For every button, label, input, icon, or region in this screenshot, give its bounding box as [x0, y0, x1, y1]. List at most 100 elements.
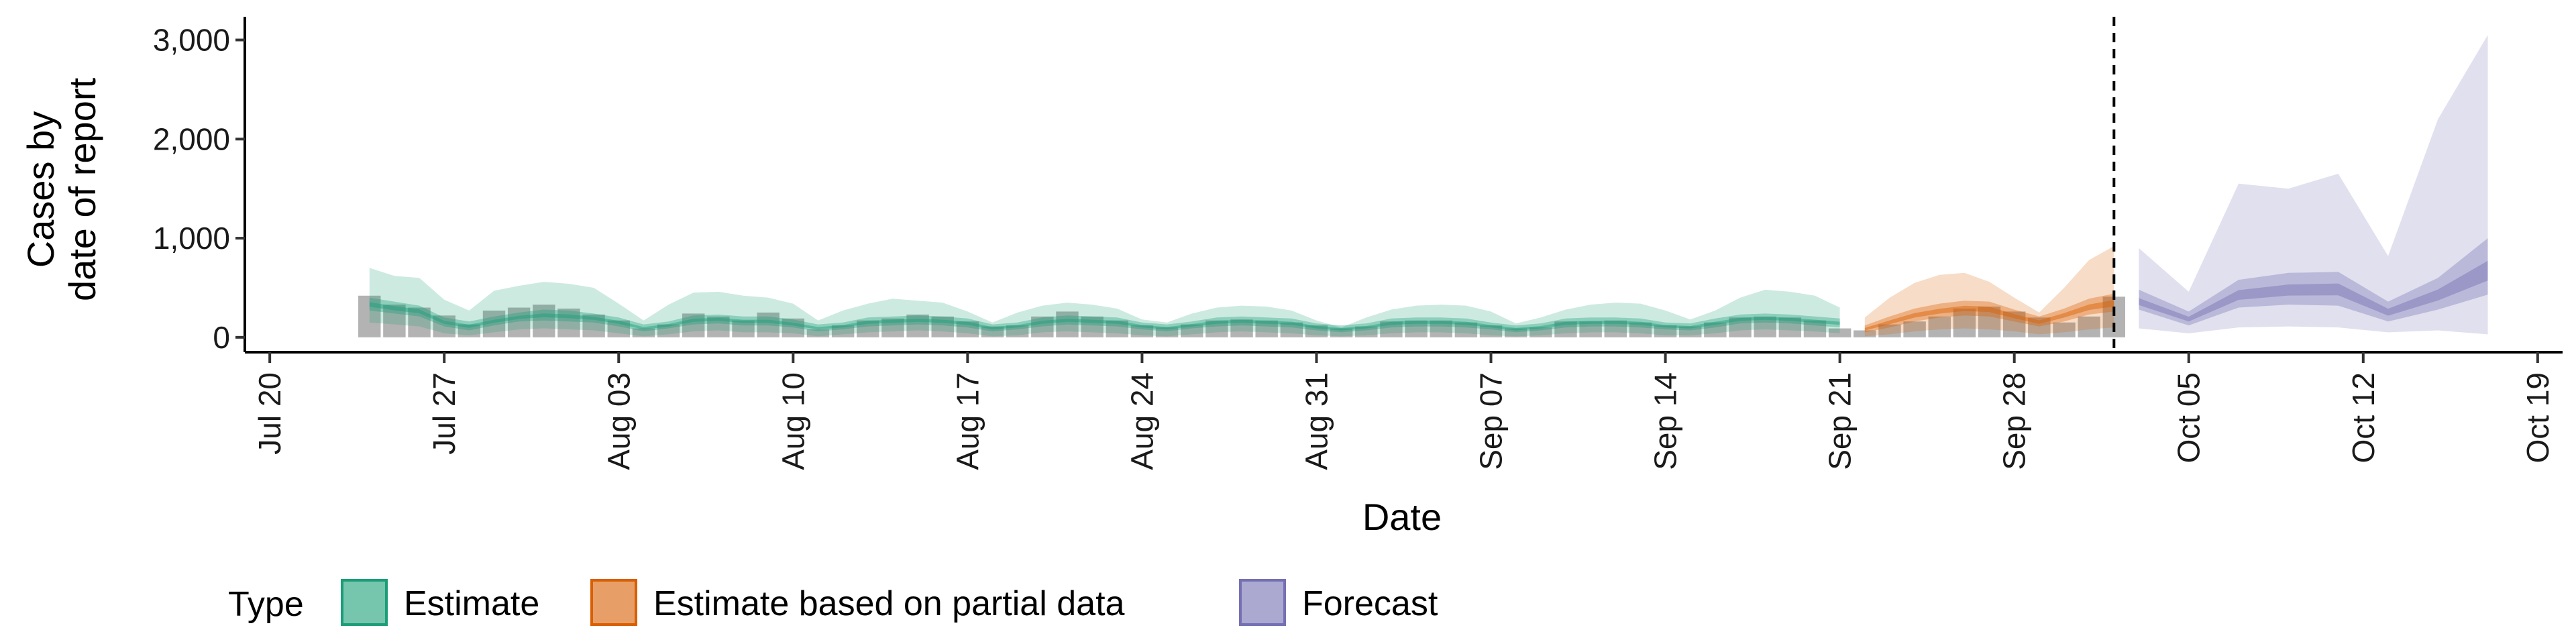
reported-case-bar — [2002, 311, 2026, 337]
reported-case-bar — [1729, 317, 1752, 337]
y-tick-label: 3,000 — [153, 23, 230, 58]
reported-case-bar — [1704, 322, 1727, 337]
forecast-band-90 — [2139, 35, 2488, 335]
x-tick-label: Aug 10 — [775, 372, 810, 470]
forecast-band-median — [2139, 260, 2488, 322]
reported-case-bar — [533, 305, 555, 337]
reported-case-bar — [632, 328, 655, 337]
reported-case-bar — [458, 324, 481, 337]
legend-swatch — [1239, 579, 1286, 626]
y-tick-label: 0 — [213, 320, 230, 355]
legend-item-label: Forecast — [1302, 584, 1438, 623]
reported-case-bar — [657, 324, 680, 337]
reported-case-bar — [2078, 316, 2100, 337]
reported-case-bar — [1280, 322, 1303, 337]
x-tick-label: Sep 28 — [1997, 372, 2032, 470]
x-tick-label: Sep 07 — [1474, 372, 1509, 470]
reported-case-bar — [1928, 316, 1951, 337]
reported-case-bar — [1854, 330, 1876, 337]
reported-case-bar — [1629, 322, 1652, 337]
x-tick-label: Aug 24 — [1124, 372, 1159, 470]
reported-case-bar — [1504, 328, 1527, 337]
reported-case-bar — [582, 314, 605, 337]
reported-case-bar — [1479, 325, 1503, 337]
x-tick-label: Sep 14 — [1648, 372, 1683, 470]
reported-case-bar — [732, 320, 755, 337]
reported-case-bar — [1330, 328, 1353, 337]
reported-case-bar — [1305, 325, 1328, 337]
x-tick-label: Oct 05 — [2171, 372, 2206, 464]
x-tick-label: Oct 19 — [2520, 372, 2555, 464]
x-tick-label: Jul 20 — [252, 372, 287, 455]
reported-case-bar — [408, 307, 431, 337]
legend-swatch — [590, 579, 637, 626]
reported-case-bar — [1056, 311, 1079, 337]
estimate-based-on-partial-data-band-median — [1864, 300, 2114, 331]
reported-case-bar — [1604, 320, 1627, 337]
reported-case-bar — [1903, 321, 1926, 337]
reported-case-bar — [1205, 320, 1228, 337]
reported-case-bar — [831, 325, 855, 337]
reported-case-bar — [482, 310, 506, 337]
reported-case-bar — [806, 329, 830, 337]
reported-cases-bars — [358, 295, 2126, 337]
reported-case-bar — [1679, 326, 1702, 337]
reported-case-bar — [707, 316, 730, 337]
reported-case-bar — [1828, 328, 1851, 337]
reported-case-bar — [1405, 320, 1428, 337]
reported-case-bar — [1978, 307, 2001, 337]
axes: 0 1,000 2,000 3,000 Jul 20 Jul 27 Aug 03 Aug 10… — [153, 17, 2563, 470]
x-tick-label: Jul 27 — [427, 372, 462, 455]
estimate-band-50 — [369, 297, 1840, 333]
reported-case-bar — [1106, 320, 1128, 337]
reported-case-bar — [2053, 322, 2076, 337]
y-tick-label: 1,000 — [153, 221, 230, 256]
reported-case-bar — [1031, 316, 1054, 337]
reported-case-bar — [1529, 327, 1552, 337]
reported-case-bar — [1130, 325, 1154, 337]
reported-case-bar — [981, 326, 1004, 337]
reported-case-bar — [1953, 308, 1976, 337]
reported-case-bar — [782, 318, 805, 337]
reported-case-bar — [1006, 325, 1029, 337]
reported-case-bar — [881, 318, 904, 337]
reported-case-bar — [1181, 324, 1203, 337]
x-axis-title: Date — [1362, 496, 1442, 538]
reported-case-bar — [507, 307, 531, 337]
reported-case-bar — [1579, 321, 1602, 337]
reported-case-bar — [1430, 320, 1452, 337]
reported-case-bar — [906, 314, 929, 337]
reported-case-bar — [1778, 317, 1802, 337]
y-axis-title-line-1: Cases by — [19, 111, 62, 268]
reported-case-bar — [1878, 324, 1901, 337]
reported-case-bar — [1380, 321, 1403, 337]
x-tick-label: Aug 03 — [601, 372, 636, 470]
reported-case-bar — [1255, 320, 1278, 337]
legend-item-label: Estimate based on partial data — [653, 584, 1125, 623]
reported-case-bar — [956, 321, 979, 337]
legend-title: Type — [228, 585, 304, 624]
reported-case-bar — [607, 320, 630, 337]
y-tick-label: 2,000 — [153, 121, 230, 156]
legend-item-label: Estimate — [404, 584, 539, 623]
legend-swatch — [341, 579, 388, 626]
estimate-band-90 — [369, 268, 1840, 337]
reported-case-bar — [433, 315, 455, 337]
reported-case-bar — [1454, 322, 1478, 337]
y-axis-title-line-2: date of report — [61, 78, 103, 302]
reported-case-bar — [1355, 326, 1378, 337]
ribbon-bands — [369, 35, 2488, 337]
x-tick-label: Oct 12 — [2346, 372, 2381, 464]
estimate-band-median — [369, 302, 1840, 331]
reported-case-bar — [1803, 320, 1827, 337]
reported-case-bar — [857, 320, 879, 337]
reported-case-bar — [931, 316, 954, 337]
reported-case-bar — [557, 308, 580, 337]
forecast-band-50 — [2139, 238, 2488, 326]
reported-case-bar — [1554, 321, 1577, 337]
reported-case-bar — [757, 312, 780, 337]
estimate-based-on-partial-data-band-50 — [1864, 293, 2114, 333]
reported-case-bar — [682, 313, 705, 337]
